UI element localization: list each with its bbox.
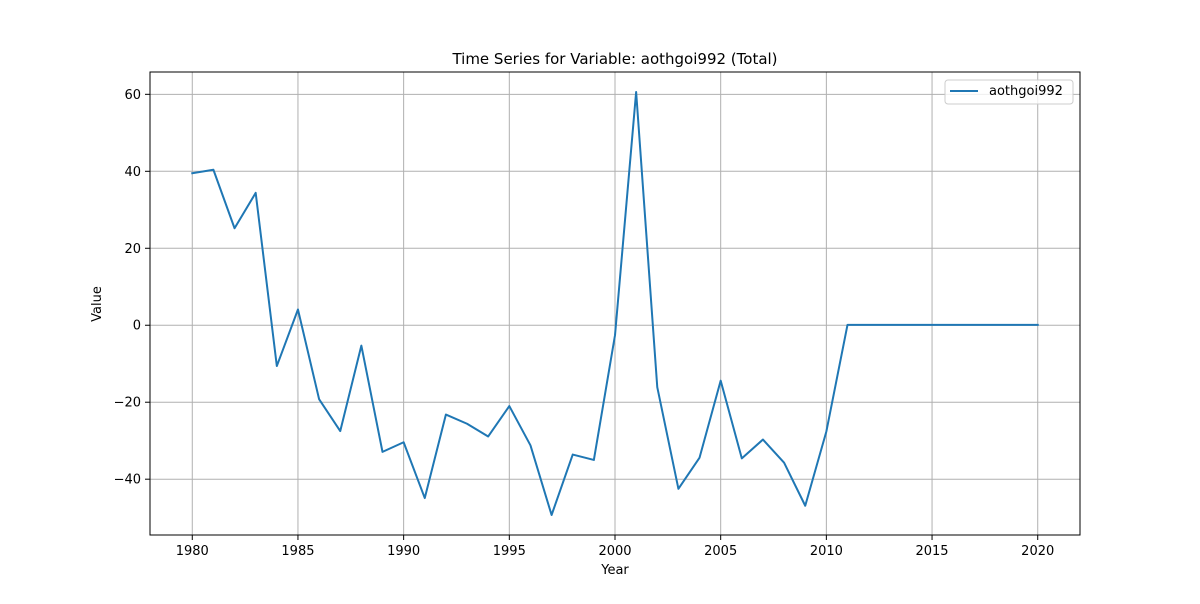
y-axis-label: Value [90, 286, 105, 322]
x-axis: 1980 1985 1990 1995 2000 2005 2010 2015 2020 [176, 535, 1054, 559]
y-tick-label: −20 [114, 396, 141, 411]
x-tick-label: 2005 [704, 544, 737, 559]
legend-box [944, 79, 1074, 105]
y-tick-label: 40 [124, 165, 141, 180]
x-tick-label: 2010 [810, 544, 843, 559]
legend: aothgoi992 [944, 79, 1074, 105]
x-axis-label: Year [600, 563, 629, 578]
y-axis: −40 −20 0 20 40 60 [114, 88, 150, 488]
legend-label: aothgoi992 [989, 84, 1063, 99]
x-tick-label: 1985 [281, 544, 314, 559]
series-line [191, 91, 1039, 516]
x-tick-label: 1980 [176, 544, 209, 559]
series-layer [191, 91, 1039, 516]
y-tick-label: 20 [124, 242, 141, 257]
x-tick-label: 2015 [915, 544, 948, 559]
chart-title: Time Series for Variable: aothgoi992 (To… [451, 50, 777, 68]
y-tick-label: 0 [133, 319, 141, 334]
x-tick-label: 1990 [387, 544, 420, 559]
y-tick-label: −40 [114, 473, 141, 488]
grid [150, 72, 1080, 535]
x-tick-label: 2020 [1021, 544, 1054, 559]
x-tick-label: 1995 [493, 544, 526, 559]
x-tick-label: 2000 [598, 544, 631, 559]
y-tick-label: 60 [124, 88, 141, 103]
